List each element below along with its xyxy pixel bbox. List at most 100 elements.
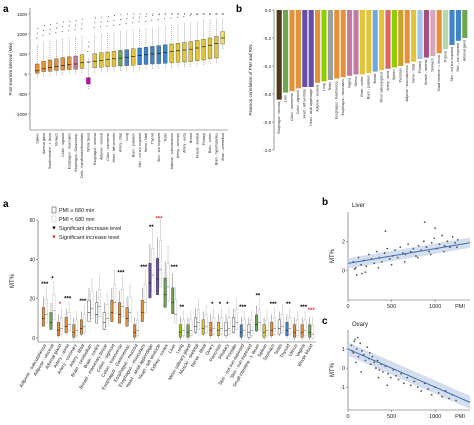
scatter-point bbox=[434, 227, 437, 230]
scatter-point bbox=[368, 253, 370, 256]
scatter-point bbox=[441, 395, 444, 398]
outlier-point bbox=[36, 37, 38, 39]
box-short-pmi bbox=[227, 317, 231, 335]
scatter-point bbox=[366, 346, 369, 349]
outlier-point bbox=[138, 21, 140, 23]
outlier-point bbox=[176, 16, 178, 18]
x-tick-label: Muscle - skeletal bbox=[424, 59, 428, 84]
x-tick-label: 500 bbox=[387, 304, 396, 310]
scatter-point bbox=[378, 369, 381, 371]
box-long-pmi bbox=[308, 324, 312, 338]
scatter-point bbox=[400, 372, 403, 375]
scatter-point bbox=[438, 243, 441, 246]
legend-short-swatch bbox=[51, 215, 57, 223]
scatter-point bbox=[437, 391, 440, 394]
outlier-point bbox=[171, 13, 173, 15]
chart-title: Liver bbox=[352, 203, 365, 209]
y-tick-label: -0.4 bbox=[263, 64, 271, 69]
significance-marker: * bbox=[211, 302, 214, 308]
bar bbox=[423, 10, 429, 58]
box-long-pmi bbox=[194, 317, 197, 333]
x-tick-label: Pituitary bbox=[202, 133, 206, 146]
box bbox=[137, 47, 142, 65]
box-short-pmi bbox=[303, 319, 307, 336]
x-tick-label: Uterus bbox=[354, 76, 358, 86]
x-tick-label: Skin - sun exposed bbox=[157, 133, 161, 162]
box-short-pmi bbox=[82, 314, 86, 333]
outlier-point bbox=[114, 15, 116, 17]
significance-marker: *** bbox=[117, 271, 125, 277]
bar bbox=[385, 10, 391, 69]
outlier-point bbox=[164, 18, 166, 20]
box bbox=[207, 37, 213, 59]
bar bbox=[391, 10, 397, 68]
outlier-point bbox=[81, 23, 83, 25]
box-short-pmi bbox=[113, 283, 117, 314]
bar bbox=[411, 10, 417, 62]
scatter-point bbox=[441, 234, 444, 237]
scatter-point bbox=[389, 376, 392, 379]
scatter-point bbox=[384, 230, 387, 232]
scatter-point bbox=[422, 240, 425, 243]
scatter-point bbox=[456, 238, 459, 241]
box-long-pmi bbox=[224, 322, 228, 336]
panel-label-liver: b bbox=[322, 197, 328, 208]
bar bbox=[353, 10, 359, 75]
x-axis-title: PMI bbox=[455, 414, 465, 420]
box-long-pmi bbox=[285, 322, 289, 336]
scatter-point bbox=[377, 266, 380, 269]
box-long-pmi bbox=[156, 258, 159, 295]
y-tick-label: -1.0 bbox=[263, 148, 271, 153]
box-short-pmi bbox=[219, 317, 223, 335]
chart-liver-scatter: Liver 0 2 0 500 1000 PMI MT% bbox=[330, 203, 471, 310]
box bbox=[99, 52, 104, 68]
bar bbox=[334, 10, 340, 79]
outlier-point bbox=[203, 13, 205, 15]
regression-line bbox=[347, 242, 471, 264]
x-tick-label: Thyroid bbox=[443, 51, 447, 62]
y-tick-label: 0 bbox=[342, 366, 345, 372]
scatter-point bbox=[425, 246, 428, 249]
outlier-point bbox=[36, 32, 38, 34]
box-short-pmi bbox=[105, 304, 109, 327]
outlier-point bbox=[50, 23, 52, 25]
outlier-point bbox=[42, 34, 44, 36]
outlier-point bbox=[146, 13, 148, 15]
y-axis-title: MT% bbox=[330, 248, 336, 263]
legend-label: PMI ≥ 680 min bbox=[59, 208, 94, 214]
bar bbox=[302, 10, 308, 87]
y-tick-label: 0 bbox=[342, 269, 345, 275]
box-long-pmi bbox=[186, 324, 190, 338]
x-tick-label: Brain - cortex bbox=[208, 133, 212, 153]
y-tick-label: -1 bbox=[340, 385, 345, 391]
outlier-point bbox=[68, 25, 70, 27]
scatter-point bbox=[409, 384, 412, 387]
box-long-pmi bbox=[239, 324, 243, 338]
scatter-point bbox=[455, 399, 457, 402]
box-long-pmi bbox=[262, 324, 266, 338]
x-tick-label: Colon - transverse bbox=[106, 133, 110, 161]
x-tick-label: Esophagus - mucosa bbox=[93, 133, 97, 165]
scatter-point bbox=[394, 249, 396, 252]
outlier-point bbox=[62, 21, 64, 23]
outlier-point bbox=[144, 20, 146, 22]
x-tick-label: Breast bbox=[373, 74, 377, 84]
box-short-pmi bbox=[128, 296, 132, 322]
bar bbox=[327, 10, 333, 80]
x-tick-label: Esophagus - mucosa bbox=[277, 101, 281, 133]
scatter-point bbox=[371, 355, 374, 358]
x-tick-label: Artery - aorta bbox=[183, 133, 187, 153]
x-tick-label: Vagina bbox=[347, 78, 351, 88]
scatter-point bbox=[395, 374, 397, 377]
box-short-pmi bbox=[257, 309, 261, 330]
regression-line bbox=[347, 348, 471, 403]
box bbox=[163, 44, 168, 64]
scatter-point bbox=[397, 378, 400, 381]
y-tick-label: 2 bbox=[342, 239, 345, 245]
x-axis-title: PMI bbox=[455, 304, 465, 310]
x-tick-label: Nerve - tibial bbox=[144, 133, 148, 152]
significance-marker: *** bbox=[140, 265, 148, 271]
scatter-point bbox=[390, 263, 393, 266]
outlier-point bbox=[88, 41, 90, 43]
